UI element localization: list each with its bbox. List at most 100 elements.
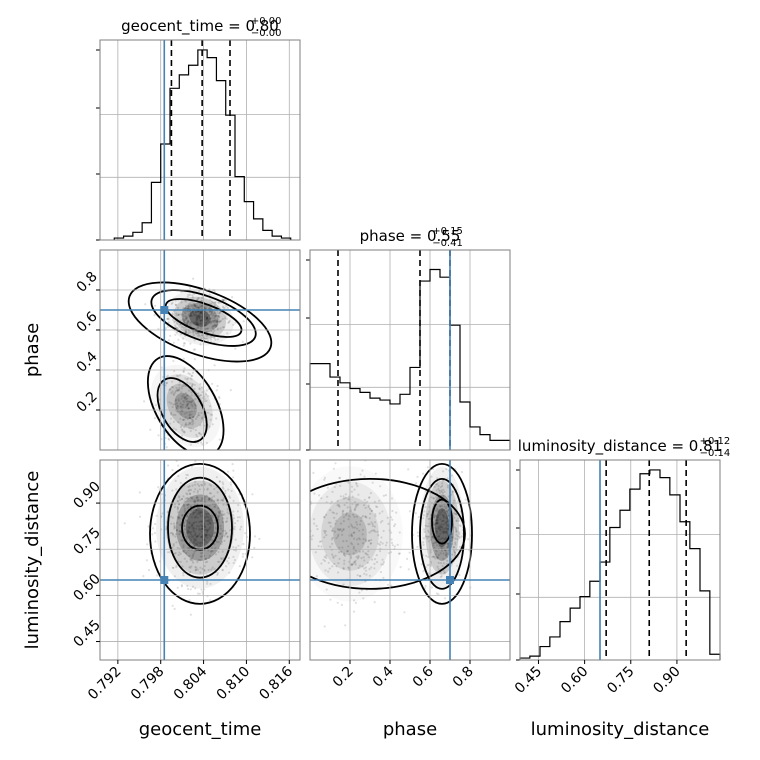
sample-point	[172, 318, 175, 321]
sample-point	[341, 512, 344, 515]
sample-point	[234, 347, 237, 350]
sample-point	[154, 304, 157, 307]
sample-point	[355, 555, 358, 558]
sample-point	[359, 523, 362, 526]
sample-point	[367, 505, 370, 508]
sample-point	[201, 318, 204, 321]
sample-point	[371, 522, 374, 526]
sample-point	[367, 545, 370, 549]
sample-point	[175, 402, 178, 405]
sample-point	[194, 331, 197, 335]
sample-point	[230, 489, 233, 492]
sample-point	[175, 488, 178, 491]
sample-point	[385, 541, 388, 544]
sample-point	[207, 395, 210, 398]
sample-point	[170, 413, 173, 416]
sample-point	[214, 314, 217, 317]
sample-point	[220, 542, 223, 546]
sample-point	[168, 401, 171, 404]
sample-point	[181, 565, 184, 568]
sample-point	[199, 343, 202, 346]
sample-point	[185, 560, 188, 563]
sample-point	[188, 521, 191, 524]
sample-point	[182, 495, 185, 498]
sample-point	[176, 500, 180, 503]
sample-point	[196, 334, 200, 337]
sample-point	[343, 562, 346, 565]
sample-point	[437, 553, 440, 557]
sample-point	[180, 301, 183, 304]
sample-point	[454, 543, 457, 546]
sample-point	[301, 529, 303, 531]
sample-point	[214, 547, 217, 550]
sample-point	[371, 524, 374, 528]
sample-point	[184, 314, 187, 318]
sample-point	[335, 512, 338, 515]
sample-point	[440, 520, 444, 523]
sample-point	[450, 543, 454, 546]
sample-point	[177, 313, 180, 316]
sample-point	[185, 476, 188, 480]
sample-point	[366, 553, 369, 556]
sample-point	[182, 317, 185, 321]
sample-point	[208, 425, 211, 428]
sample-point	[196, 491, 199, 494]
sample-point	[211, 423, 214, 426]
sample-point	[203, 498, 206, 501]
sample-point	[206, 560, 209, 563]
sample-point	[157, 486, 160, 489]
sample-point	[450, 533, 453, 536]
sample-point	[208, 520, 211, 523]
sample-point	[205, 533, 209, 537]
density-level	[174, 392, 197, 420]
sample-point	[189, 313, 193, 316]
sample-point	[213, 531, 216, 534]
sample-point	[436, 522, 439, 525]
sample-point	[214, 324, 217, 327]
sample-point	[199, 571, 202, 574]
sample-point	[192, 333, 195, 337]
sample-point	[189, 342, 192, 345]
sample-point	[219, 537, 222, 540]
sample-point	[209, 517, 212, 520]
sample-point	[184, 422, 188, 425]
sample-point	[190, 496, 193, 499]
sample-point	[188, 312, 191, 315]
sample-point	[438, 545, 441, 548]
sample-point	[188, 599, 191, 602]
sample-point	[188, 423, 192, 426]
sample-point	[327, 570, 330, 573]
x-axis-label-phase: phase	[383, 719, 437, 740]
sample-point	[334, 554, 337, 557]
sample-point	[177, 474, 180, 478]
sample-point	[442, 531, 445, 534]
sample-point	[194, 515, 197, 518]
sample-point	[221, 521, 224, 524]
sample-point	[175, 398, 178, 401]
sample-point	[200, 499, 203, 502]
sample-point	[231, 296, 234, 299]
sample-point	[353, 526, 356, 529]
sample-point	[200, 520, 203, 523]
x-tick-label: 0.798	[128, 664, 168, 704]
sample-point	[223, 534, 226, 538]
sample-point	[312, 471, 315, 474]
sample-point	[194, 488, 197, 491]
sample-point	[453, 516, 456, 519]
sample-point	[180, 585, 183, 588]
sample-point	[433, 546, 436, 549]
sample-point	[196, 524, 199, 528]
sample-point	[184, 395, 187, 399]
sample-point	[437, 514, 440, 517]
sample-point	[185, 423, 188, 426]
sample-point	[353, 560, 356, 564]
sample-point	[188, 522, 191, 525]
density-level	[158, 374, 213, 438]
sample-point	[190, 374, 193, 378]
sample-point	[179, 426, 182, 429]
sample-point	[166, 381, 169, 385]
sample-point	[441, 564, 444, 568]
sample-point	[363, 498, 366, 501]
sample-point	[389, 551, 393, 554]
sample-point	[206, 488, 209, 491]
